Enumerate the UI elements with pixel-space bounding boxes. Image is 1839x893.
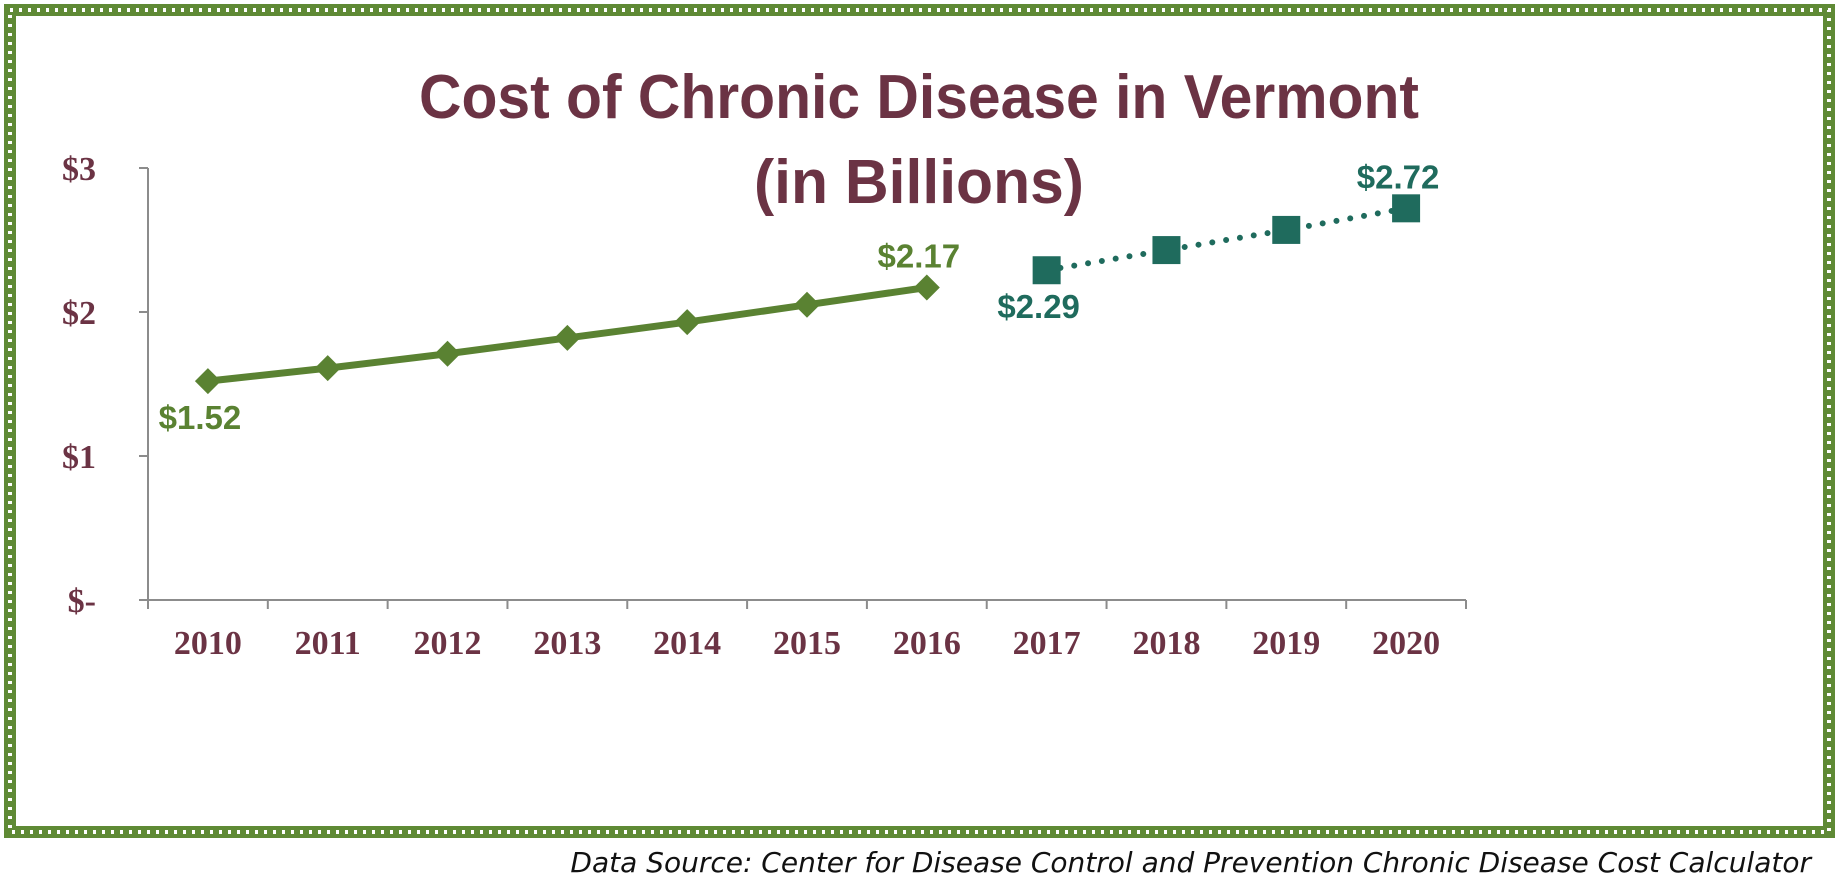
data-point-diamond	[194, 368, 221, 395]
data-label: $1.52	[159, 399, 242, 436]
y-tick-label: $-	[68, 583, 96, 620]
x-tick-label: 2013	[533, 625, 601, 662]
x-tick-label: 2019	[1252, 625, 1320, 662]
data-point-diamond	[434, 340, 461, 367]
data-source-note: Data Source: Center for Disease Control …	[570, 846, 1811, 879]
x-tick-label: 2014	[653, 625, 721, 662]
data-point-square	[1032, 256, 1061, 285]
data-point-square	[1392, 194, 1421, 223]
x-tick-label: 2010	[174, 625, 242, 662]
data-point-diamond	[314, 355, 341, 382]
data-point-square	[1272, 215, 1301, 244]
data-point-diamond	[674, 309, 701, 336]
x-tick-label: 2012	[414, 625, 482, 662]
x-tick-label: 2017	[1013, 625, 1081, 662]
series-line	[1043, 205, 1410, 274]
y-tick-label: $2	[62, 295, 96, 332]
chart-border-dots	[8, 8, 1831, 834]
y-tick-label: $3	[62, 151, 96, 188]
data-label: $2.17	[878, 238, 961, 275]
axes: $- $1 $2 $3 2010 2011 2012 2013 2014 2015 2016 2017…	[62, 151, 1467, 662]
data-label: $2.29	[997, 288, 1080, 325]
data-point-square	[1152, 236, 1181, 265]
x-tick-label: 2011	[295, 625, 361, 662]
data-point-diamond	[794, 291, 820, 318]
chart-title: Cost of Chronic Disease in Vermont	[419, 63, 1419, 132]
x-tick-label: 2016	[893, 625, 961, 662]
chart-border	[4, 4, 1835, 838]
data-labels: $1.52 $2.17 $2.29 $2.72	[159, 158, 1440, 436]
data-label: $2.72	[1357, 158, 1440, 195]
x-tick-label: 2020	[1372, 625, 1440, 662]
x-tick-label: 2018	[1132, 625, 1200, 662]
x-tick-label: 2015	[773, 625, 841, 662]
y-tick-label: $1	[62, 439, 96, 476]
data-point-diamond	[913, 274, 940, 301]
chart-subtitle: (in Billions)	[754, 148, 1084, 217]
series-layer	[194, 194, 1421, 395]
data-point-diamond	[554, 324, 581, 351]
